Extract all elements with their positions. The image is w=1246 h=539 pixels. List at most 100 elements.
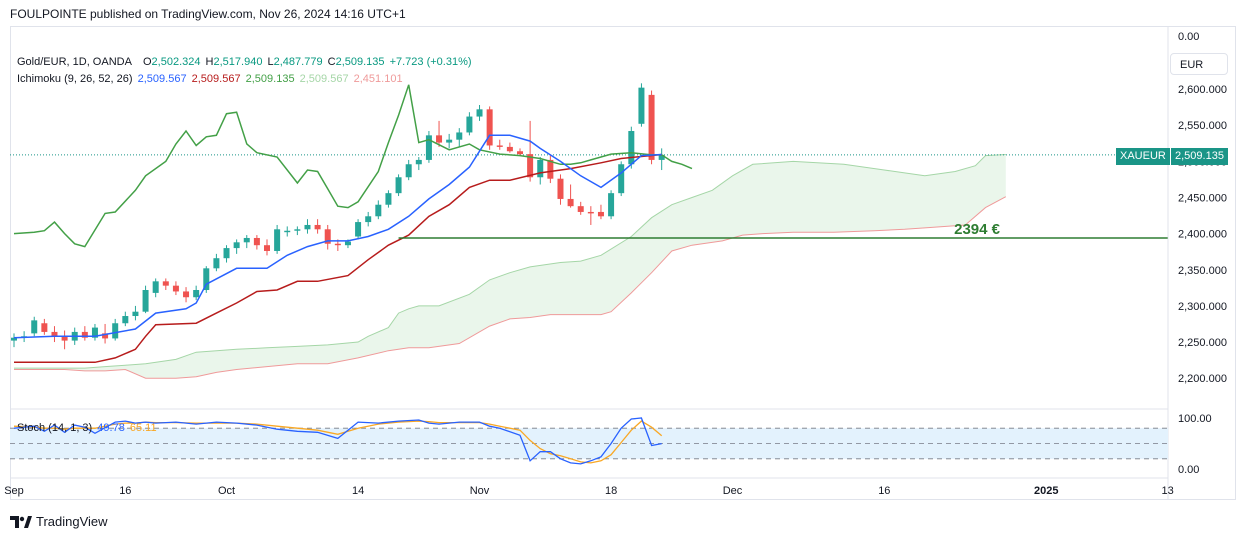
low-label: L (267, 56, 274, 68)
publisher-line: FOULPOINTE published on TradingView.com,… (10, 7, 406, 21)
symbol-price-tag: XAUEUR (1116, 148, 1170, 165)
ichimoku-span-a-line (14, 154, 1006, 369)
candle-body (425, 135, 432, 160)
candle-body (304, 224, 311, 230)
candle-body (577, 206, 584, 212)
candle-body (314, 224, 321, 230)
open-label: O (142, 56, 152, 68)
ichimoku-spanb-value: 2,451.101 (353, 73, 403, 85)
candle-body (405, 164, 412, 178)
candle-body (81, 331, 88, 338)
candle-body (355, 222, 362, 237)
price-axis-tick-label: 2,600.000 (1178, 84, 1227, 96)
candle-body (274, 229, 281, 251)
stoch-legend: Stoch (14, 1, 3) 49.78 65.11 (17, 422, 159, 434)
candle-body (193, 290, 200, 298)
price-axis-tick-label: 2,550.000 (1178, 120, 1227, 132)
candle-body (506, 146, 513, 152)
candle-body (496, 145, 503, 147)
candle-body (547, 159, 554, 179)
support-label: 2394 € (954, 221, 1001, 238)
price-axis-tick-label: 2,450.000 (1178, 193, 1227, 205)
ichimoku-conversion-value: 2,509.567 (137, 73, 187, 85)
ichimoku-span-b-line (14, 196, 1007, 379)
candle-body (466, 116, 473, 133)
price-axis-tick-label: 2,350.000 (1178, 265, 1227, 277)
candle-body (628, 131, 635, 165)
time-axis-tick-label: 13 (1162, 485, 1174, 497)
footer-brand[interactable]: TradingView (10, 514, 108, 529)
candle-body (618, 164, 625, 194)
candle-body (537, 159, 544, 178)
candle-body (41, 323, 48, 332)
candle-body (436, 135, 443, 143)
candle-body (284, 230, 291, 233)
candle-body (456, 132, 463, 140)
candle-body (517, 151, 523, 155)
candle-body (91, 327, 98, 338)
chart-frame[interactable] (10, 26, 1236, 500)
change-value: +7.723 (+0.31%) (389, 56, 472, 68)
candle-body (122, 316, 129, 324)
candle-body (243, 237, 250, 243)
candle-body (648, 94, 655, 160)
stoch-k-value: 49.78 (97, 422, 125, 434)
ichimoku-label: Ichimoku (9, 26, 52, 26) (17, 73, 133, 85)
time-axis-tick-label: Oct (218, 485, 235, 497)
candle-body (253, 237, 260, 246)
candle-body (213, 258, 220, 269)
low-value: 2,487.779 (273, 56, 323, 68)
candle-body (142, 290, 149, 312)
time-axis-tick-label: Nov (470, 485, 490, 497)
candle-body (264, 245, 270, 251)
candle-body (365, 216, 372, 223)
candle-body (102, 333, 109, 339)
price-axis-tick-label: 2,300.000 (1178, 301, 1227, 313)
price-axis-top-label: 0.00 (1178, 31, 1199, 43)
price-axis-tick-label: 2,200.000 (1178, 373, 1227, 385)
currency-unit-button[interactable]: EUR (1170, 53, 1228, 75)
candle-body (344, 241, 351, 246)
high-value: 2,517.940 (213, 56, 263, 68)
high-label: H (205, 56, 214, 68)
stoch-d-value: 65.11 (129, 422, 157, 434)
time-axis-tick-label: 16 (119, 485, 131, 497)
candle-body (233, 242, 240, 249)
candles (11, 83, 665, 350)
candle-body (375, 204, 382, 217)
tradingview-logo-icon (10, 515, 32, 528)
candle-body (31, 320, 38, 334)
ichimoku-base-value: 2,509.567 (191, 73, 241, 85)
candle-body (415, 159, 422, 165)
candle-body (597, 211, 604, 217)
candle-body (203, 268, 210, 291)
stoch-axis-tick-label: 100.00 (1178, 413, 1212, 425)
price-axis-tick-label: 2,400.000 (1178, 229, 1227, 241)
candle-body (567, 198, 574, 207)
candle-body (446, 139, 453, 143)
candle-body (658, 154, 665, 160)
candle-body (132, 311, 139, 317)
candle-body (334, 243, 341, 246)
candle-body (324, 229, 331, 244)
ichimoku-lagging-value: 2,509.135 (245, 73, 295, 85)
time-axis-tick-label: 18 (605, 485, 617, 497)
time-axis-tick-label: 16 (878, 485, 890, 497)
ichimoku-base-line (14, 153, 662, 364)
candle-body (61, 336, 68, 341)
candle-body (385, 193, 392, 205)
candle-body (476, 109, 483, 117)
candle-body (112, 323, 119, 339)
candle-body (294, 229, 301, 231)
stoch-label: Stoch (14, 1, 3) (17, 422, 93, 434)
candle-body (152, 281, 159, 293)
last-price-tag: 2,509.135 (1171, 148, 1228, 165)
close-label: C (327, 56, 336, 68)
stoch-axis-tick-label: 0.00 (1178, 464, 1199, 476)
time-axis-tick-label: 14 (352, 485, 364, 497)
stoch-k-line (13, 417, 662, 465)
ichimoku-spana-value: 2,509.567 (299, 73, 349, 85)
candle-body (395, 177, 402, 194)
tradingview-brand-text: TradingView (36, 514, 108, 529)
